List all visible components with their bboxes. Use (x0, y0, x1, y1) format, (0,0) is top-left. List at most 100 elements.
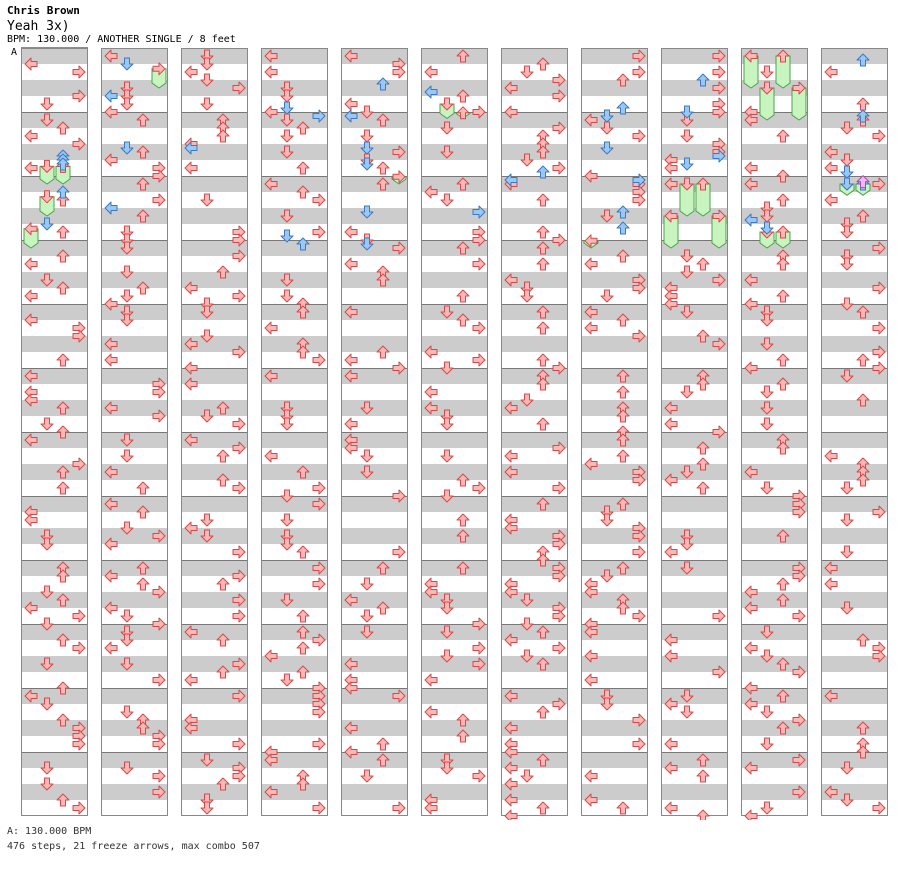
step-right-arrow (632, 713, 646, 727)
step-left-arrow (184, 281, 198, 295)
step-down-arrow (360, 105, 374, 119)
step-right-arrow (712, 273, 726, 287)
step-up-arrow (456, 729, 470, 743)
step-right-arrow (712, 65, 726, 79)
offbeat-left-arrow (104, 201, 118, 215)
step-right-arrow (312, 561, 326, 575)
step-left-arrow (824, 577, 838, 591)
offbeat-left-arrow (184, 141, 198, 155)
step-down-arrow (120, 521, 134, 535)
step-down-arrow (680, 537, 694, 551)
step-up-arrow (136, 145, 150, 159)
step-down-arrow (200, 753, 214, 767)
artist-name: Chris Brown (7, 4, 80, 17)
step-up-arrow (536, 625, 550, 639)
step-up-arrow (136, 177, 150, 191)
step-left-arrow (584, 625, 598, 639)
step-up-arrow (456, 529, 470, 543)
step-left-arrow (344, 353, 358, 367)
step-right-arrow (392, 489, 406, 503)
step-right-arrow (552, 441, 566, 455)
step-down-arrow (280, 673, 294, 687)
step-left-arrow (184, 337, 198, 351)
step-right-arrow (472, 105, 486, 119)
offbeat-down-arrow (360, 205, 374, 219)
step-left-arrow (664, 401, 678, 415)
step-right-arrow (712, 337, 726, 351)
step-down-arrow (680, 465, 694, 479)
step-left-arrow (264, 49, 278, 63)
step-up-arrow (536, 753, 550, 767)
step-up-arrow (296, 665, 310, 679)
step-left-arrow (104, 153, 118, 167)
step-left-arrow (184, 361, 198, 375)
step-left-arrow (344, 441, 358, 455)
freeze-head-left-arrow (664, 209, 678, 223)
step-left-arrow (104, 401, 118, 415)
step-down-arrow (40, 697, 54, 711)
step-down-arrow (760, 705, 774, 719)
step-left-arrow (664, 297, 678, 311)
step-left-arrow (504, 721, 518, 735)
step-left-arrow (104, 569, 118, 583)
step-right-arrow (72, 737, 86, 751)
step-down-arrow (840, 513, 854, 527)
step-right-arrow (792, 609, 806, 623)
step-left-arrow (344, 369, 358, 383)
step-up-arrow (136, 113, 150, 127)
step-down-arrow (40, 417, 54, 431)
step-left-arrow (744, 641, 758, 655)
step-up-arrow (216, 449, 230, 463)
step-left-arrow (584, 257, 598, 271)
step-left-arrow (744, 585, 758, 599)
step-down-arrow (680, 689, 694, 703)
freeze-head-left-arrow (584, 234, 598, 248)
offbeat-up-arrow (56, 185, 70, 199)
step-right-arrow (312, 633, 326, 647)
offbeat-up-arrow (296, 237, 310, 251)
step-right-arrow (152, 769, 166, 783)
step-down-arrow (760, 737, 774, 751)
step-left-arrow (584, 793, 598, 807)
step-left-arrow (104, 537, 118, 551)
step-left-arrow (424, 801, 438, 815)
step-right-arrow (232, 81, 246, 95)
step-down-arrow (760, 649, 774, 663)
step-left-arrow (344, 417, 358, 431)
step-up-arrow (536, 553, 550, 567)
freeze-head-up-arrow (776, 225, 790, 239)
step-down-arrow (120, 313, 134, 327)
chart-column-3 (181, 48, 248, 816)
step-right-arrow (392, 545, 406, 559)
step-up-arrow (216, 401, 230, 415)
offbeat-up-arrow (616, 221, 630, 235)
step-right-arrow (232, 345, 246, 359)
step-up-arrow (776, 593, 790, 607)
step-up-arrow (216, 129, 230, 143)
step-up-arrow (696, 481, 710, 495)
step-down-arrow (360, 401, 374, 415)
step-down-arrow (600, 569, 614, 583)
step-left-arrow (664, 473, 678, 487)
step-left-arrow (24, 689, 38, 703)
step-left-arrow (744, 601, 758, 615)
step-right-arrow (152, 737, 166, 751)
offbeat-down-arrow (680, 105, 694, 119)
step-up-arrow (616, 385, 630, 399)
step-up-arrow (536, 377, 550, 391)
step-down-arrow (280, 209, 294, 223)
step-up-arrow (536, 353, 550, 367)
step-up-arrow (696, 257, 710, 271)
freeze-head-left-arrow (24, 222, 38, 236)
step-right-arrow (552, 697, 566, 711)
step-right-arrow (872, 345, 886, 359)
step-left-arrow (424, 401, 438, 415)
step-up-arrow (56, 281, 70, 295)
step-up-arrow (776, 289, 790, 303)
step-up-arrow (536, 57, 550, 71)
step-left-arrow (24, 57, 38, 71)
step-right-arrow (232, 233, 246, 247)
step-up-arrow (296, 641, 310, 655)
freeze-head-right-arrow (152, 62, 166, 76)
step-left-arrow (24, 161, 38, 175)
